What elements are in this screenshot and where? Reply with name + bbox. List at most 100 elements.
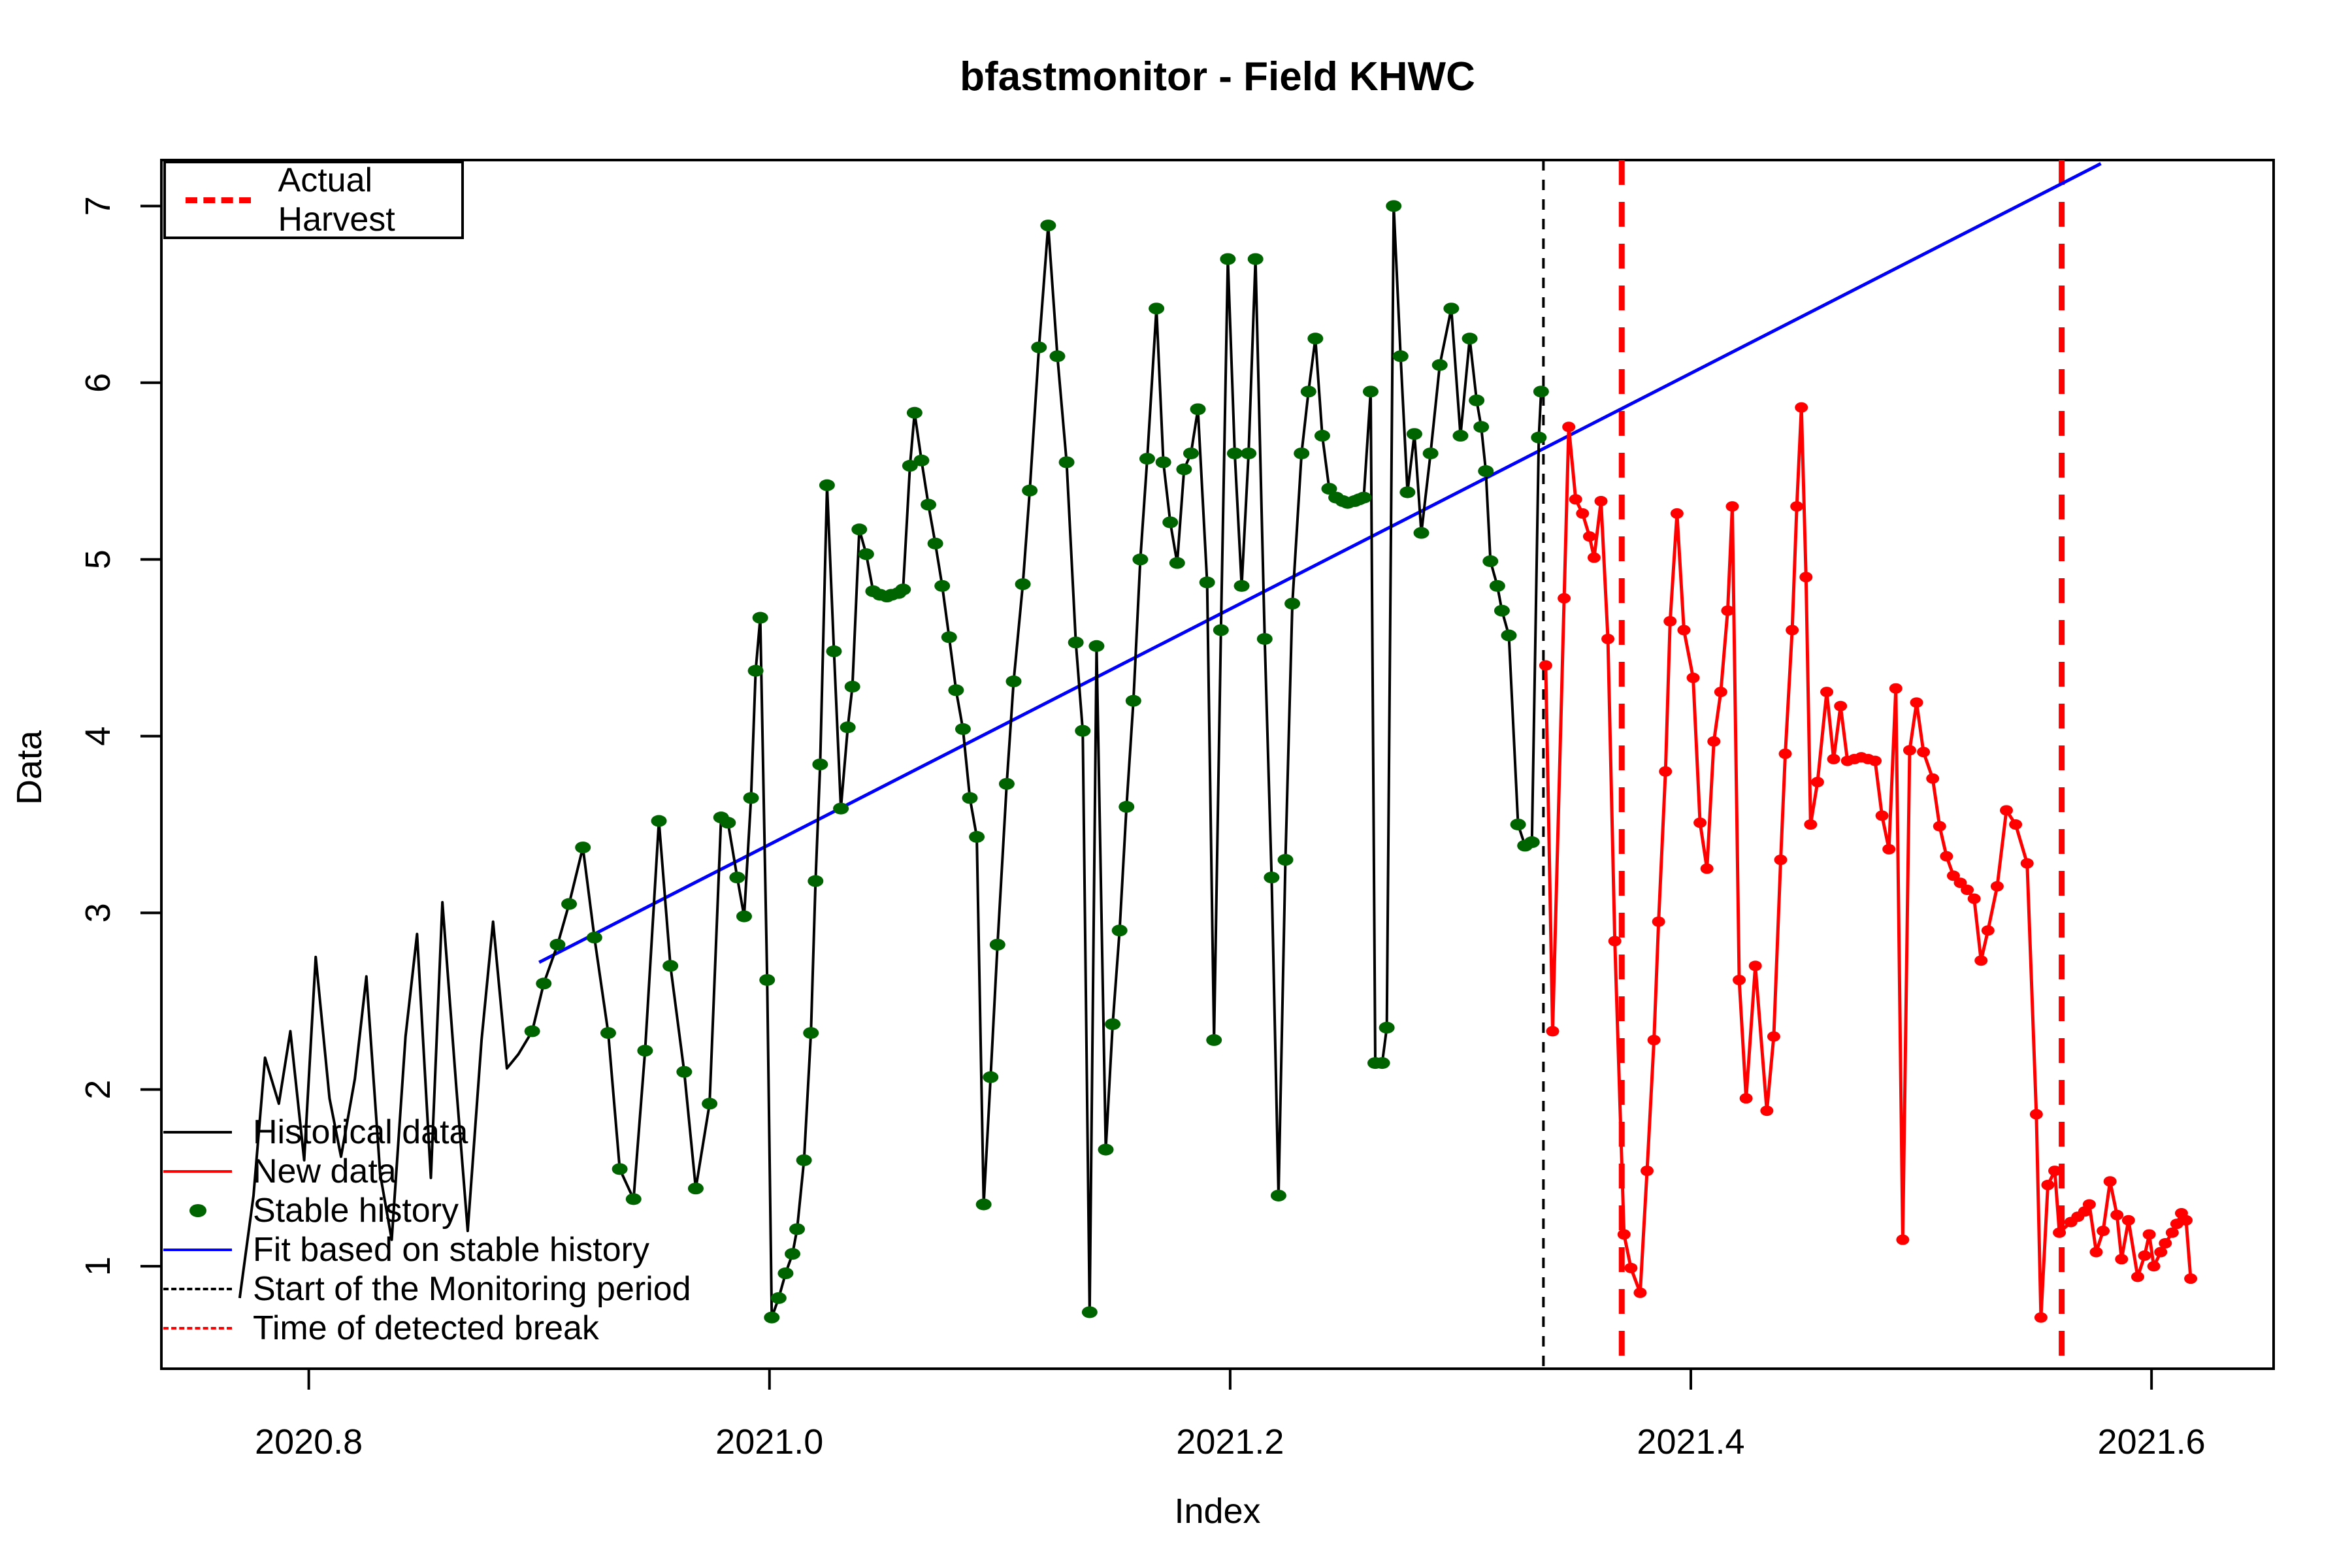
- y-axis-title: Data: [10, 730, 49, 806]
- new-data-point: [1774, 855, 1788, 866]
- stable-history-point: [1220, 253, 1236, 265]
- legend-actual-harvest: Actual Harvest: [163, 161, 464, 239]
- new-data-point: [1981, 925, 1995, 936]
- stable-history-point: [844, 680, 860, 693]
- fit-line-sample: [163, 1249, 232, 1251]
- stable-history-point: [1270, 1189, 1286, 1201]
- new-data-point: [1562, 421, 1576, 433]
- stable-history-point: [1489, 580, 1505, 592]
- stable-history-point: [625, 1193, 642, 1205]
- new-data-point: [1587, 552, 1601, 563]
- stable-history-point: [989, 938, 1005, 951]
- legend-label-detected-break: Time of detected break: [253, 1309, 599, 1347]
- stable-history-point: [1247, 253, 1264, 265]
- new-data-point: [1953, 877, 1967, 889]
- new-data-point: [1739, 1093, 1753, 1104]
- stable-history-point: [1478, 465, 1494, 478]
- x-tick-label: 2021.2: [1176, 1422, 1284, 1462]
- new-data-point: [1733, 974, 1746, 985]
- stable-history-point: [808, 875, 824, 887]
- stable-history-point: [764, 1311, 780, 1324]
- stable-history-point: [1452, 429, 1469, 442]
- stable-history-point: [1533, 385, 1549, 398]
- stable-history-point: [1314, 429, 1330, 442]
- y-tick-label: 2: [78, 1080, 118, 1100]
- stable-history-point: [1294, 447, 1310, 459]
- new-data-point: [2121, 1215, 2135, 1226]
- stable-history-point: [895, 583, 911, 596]
- new-data-point: [1903, 745, 1916, 756]
- new-data-point: [1594, 496, 1608, 507]
- stable-history-point: [906, 406, 923, 419]
- stable-history-point: [1431, 359, 1448, 371]
- stable-history-point: [1068, 636, 1084, 649]
- stable-history-point: [1155, 456, 1171, 468]
- stable-history-point: [1362, 385, 1379, 398]
- stable-history-point: [586, 932, 602, 944]
- new-data-point: [2053, 1227, 2066, 1238]
- x-tick-label: 2021.4: [1637, 1422, 1744, 1462]
- stable-history-point: [549, 938, 566, 951]
- stable-history-point: [1226, 447, 1243, 459]
- new-data-point: [1725, 501, 1739, 512]
- stable-history-point: [1482, 555, 1499, 567]
- legend-label-fit: Fit based on stable history: [253, 1231, 649, 1269]
- legend-label-historical: Historical data: [253, 1113, 468, 1151]
- new-data-point: [2154, 1247, 2168, 1258]
- stable-history-point: [612, 1163, 628, 1175]
- stable-history-point: [1022, 484, 1038, 497]
- stable-history-point: [1386, 200, 1402, 212]
- stable-history-point: [921, 498, 937, 511]
- stable-history-point: [1524, 836, 1540, 849]
- y-tick-label: 1: [78, 1256, 118, 1276]
- new-data-point: [1539, 660, 1552, 671]
- new-data-point: [1926, 773, 1940, 784]
- new-data-point: [1576, 508, 1590, 519]
- stable-history-point: [600, 1027, 616, 1039]
- stable-history-point: [1277, 854, 1294, 866]
- stable-history-point: [1176, 463, 1192, 476]
- new-data-point: [2000, 805, 2014, 816]
- stable-history-point: [796, 1154, 812, 1166]
- stable-history-point: [1494, 604, 1510, 617]
- new-data-point: [2009, 819, 2023, 830]
- stable-history-point: [941, 631, 957, 644]
- new-data-point: [1834, 700, 1848, 711]
- new-data-point: [1582, 531, 1596, 542]
- legend-item-monitoring-start: Start of the Monitoring period: [163, 1269, 947, 1309]
- stable-history-point: [743, 792, 759, 804]
- stable-history-point: [785, 1248, 801, 1260]
- stable-history-point: [1098, 1143, 1114, 1156]
- stable-history-point: [840, 721, 856, 734]
- stable-history-point: [1374, 1057, 1390, 1070]
- stable-history-point: [1058, 456, 1075, 468]
- stable-history-point: [524, 1025, 540, 1037]
- plot-border: [160, 159, 2275, 1370]
- y-tick-label: 7: [78, 196, 118, 216]
- monitoring-start-dashed-sample: [163, 1288, 232, 1290]
- new-data-point: [1778, 748, 1792, 759]
- new-data-point: [2034, 1312, 2048, 1323]
- stable-history-point: [1531, 431, 1547, 444]
- stable-history-point: [1088, 640, 1105, 652]
- stable-history-point: [1379, 1021, 1395, 1034]
- legend-item-historical: Historical data: [163, 1113, 947, 1152]
- stable-history-point: [1015, 578, 1031, 591]
- stable-history-point: [1399, 486, 1416, 498]
- new-data-point: [1558, 593, 1571, 604]
- new-data-point: [1896, 1234, 1910, 1245]
- new-data-point: [1601, 633, 1615, 644]
- new-data-point: [2131, 1271, 2144, 1282]
- y-tick-label: 5: [78, 549, 118, 569]
- stable-history-point: [803, 1027, 819, 1039]
- stable-history-point: [851, 523, 868, 536]
- stable-history-point: [1040, 220, 1056, 232]
- stable-history-point: [1199, 576, 1215, 589]
- stable-history-point: [1443, 302, 1460, 315]
- stable-history-point: [1031, 341, 1047, 353]
- new-data-point: [2142, 1229, 2156, 1240]
- new-data-line: [1544, 406, 2193, 1320]
- stable-history-point: [1183, 447, 1199, 459]
- new-data-point: [1748, 960, 1762, 972]
